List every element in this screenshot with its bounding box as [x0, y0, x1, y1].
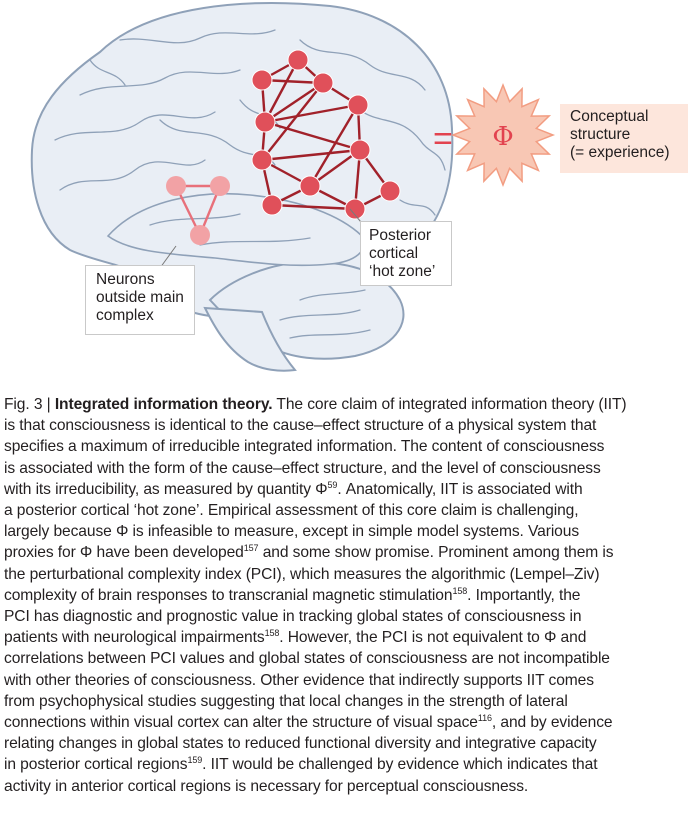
caption-text: PCI has diagnostic and prognostic value … — [4, 608, 582, 626]
caption-text: relating changes in global states to red… — [4, 735, 597, 753]
main-edge — [308, 104, 360, 187]
caption-line: connections within visual cortex can alt… — [4, 712, 692, 733]
caption-text: a posterior cortical ‘hot zone’. Empiric… — [4, 502, 579, 520]
main-node — [254, 111, 276, 133]
caption-text: in posterior cortical regions — [4, 756, 188, 774]
caption-line: the perturbational complexity index (PCI… — [4, 564, 692, 585]
main-node — [261, 194, 283, 216]
neurons-line-3: complex — [96, 307, 154, 324]
caption-text: and some show promise. Prominent among t… — [258, 544, 614, 562]
caption-text: from psychophysical studies suggesting t… — [4, 692, 568, 710]
caption-line: correlations between PCI values and glob… — [4, 648, 692, 669]
main-node — [344, 198, 366, 220]
caption-line: is that consciousness is identical to th… — [4, 415, 692, 436]
main-edge — [271, 203, 356, 211]
conceptual-structure-label: Conceptual structure (= experience) — [560, 104, 688, 173]
iit-figure: = Φ Conceptual structure (= experience) … — [0, 0, 693, 372]
caption-text: activity in anterior cortical regions is… — [4, 777, 529, 795]
brain-stem — [203, 306, 297, 372]
posterior-hot-zone-label: Posterior cortical ‘hot zone’ — [360, 221, 452, 286]
main-edge — [264, 82, 324, 123]
main-complex-network — [251, 49, 401, 220]
phi-symbol: Φ — [492, 122, 513, 152]
brain-gyri — [54, 29, 446, 339]
main-node — [347, 94, 369, 116]
posterior-line-3: ‘hot zone’ — [369, 263, 436, 280]
outside-node — [166, 176, 186, 196]
caption-text: connections within visual cortex can alt… — [4, 714, 478, 732]
caption-text: proxies for Φ have been developed — [4, 544, 244, 562]
caption-text: . Anatomically, IIT is associated with — [337, 480, 583, 498]
caption-line: with its irreducibility, as measured by … — [4, 479, 692, 500]
caption-body: is that consciousness is identical to th… — [4, 415, 692, 797]
caption-line: from psychophysical studies suggesting t… — [4, 691, 692, 712]
caption-text: the perturbational complexity index (PCI… — [4, 565, 600, 583]
neurons-pointer — [159, 245, 177, 269]
outside-node — [210, 176, 230, 196]
concept-line-2: structure — [570, 126, 631, 143]
equals-sign: = — [433, 120, 453, 158]
caption-text: with its irreducibility, as measured by … — [4, 480, 328, 498]
citation-ref: 158 — [452, 585, 468, 596]
phi-star-shape — [450, 82, 556, 188]
caption-text: patients with neurological impairments — [4, 629, 265, 647]
caption-text: . IIT would be challenged by evidence wh… — [202, 756, 598, 774]
main-node — [251, 149, 273, 171]
figure-canvas: = Φ — [30, 2, 556, 372]
caption-line: patients with neurological impairments15… — [4, 627, 692, 648]
caption-text: , and by evidence — [491, 714, 613, 732]
caption-line: PCI has diagnostic and prognostic value … — [4, 606, 692, 627]
caption-line: activity in anterior cortical regions is… — [4, 776, 692, 797]
citation-ref: 59 — [327, 479, 338, 490]
citation-ref: 157 — [243, 543, 259, 554]
figure-label: Fig. 3 | — [4, 396, 51, 413]
main-node — [287, 49, 309, 71]
main-node — [251, 69, 273, 91]
caption-line: specifies a maximum of irreducible integ… — [4, 436, 692, 457]
caption-text: is associated with the form of the cause… — [4, 459, 601, 477]
posterior-line-1: Posterior — [369, 227, 432, 244]
caption-text: largely because Φ is infeasible to measu… — [4, 523, 580, 541]
caption-line: relating changes in global states to red… — [4, 733, 692, 754]
caption-line: in posterior cortical regions159. IIT wo… — [4, 754, 692, 775]
caption-text: The core claim of integrated information… — [276, 396, 627, 413]
caption-text: correlations between PCI values and glob… — [4, 650, 610, 668]
concept-line-1: Conceptual — [570, 108, 649, 125]
main-edge — [263, 59, 300, 123]
caption-line: largely because Φ is infeasible to measu… — [4, 521, 692, 542]
caption-text: is that consciousness is identical to th… — [4, 417, 597, 435]
caption-line: is associated with the form of the cause… — [4, 458, 692, 479]
caption-title: Integrated information theory. — [54, 396, 273, 413]
figure-caption: Fig. 3 | Integrated information theory. … — [4, 394, 692, 797]
main-edge — [264, 103, 359, 124]
caption-line: with other theories of consciousness. Ot… — [4, 670, 692, 691]
outside-node — [190, 225, 210, 245]
main-node — [379, 180, 401, 202]
outside-network — [166, 176, 230, 245]
caption-line: complexity of brain responses to transcr… — [4, 585, 692, 606]
concept-line-3: (= experience) — [570, 144, 670, 161]
caption-line: proxies for Φ have been developed157 and… — [4, 542, 692, 563]
caption-line: a posterior cortical ‘hot zone’. Empiric… — [4, 500, 692, 521]
neurons-outside-label: Neurons outside main complex — [85, 265, 195, 335]
main-node — [299, 175, 321, 197]
main-edge — [261, 82, 324, 161]
citation-ref: 159 — [187, 755, 203, 766]
main-node — [349, 139, 371, 161]
caption-line: Fig. 3 | Integrated information theory. … — [4, 394, 692, 415]
caption-text: . However, the PCI is not equivalent to … — [279, 629, 587, 647]
brain-illustration — [30, 2, 454, 372]
caption-text: complexity of brain responses to transcr… — [4, 586, 453, 604]
caption-text: . Importantly, the — [467, 586, 581, 604]
neurons-line-1: Neurons — [96, 271, 155, 288]
main-edge — [261, 148, 361, 162]
main-edge — [264, 120, 361, 152]
neurons-line-2: outside main — [96, 289, 184, 306]
posterior-line-2: cortical — [369, 245, 419, 262]
caption-text: with other theories of consciousness. Ot… — [4, 671, 594, 689]
citation-ref: 116 — [477, 713, 492, 724]
citation-ref: 158 — [264, 628, 280, 639]
caption-text: specifies a maximum of irreducible integ… — [4, 438, 605, 456]
main-node — [312, 72, 334, 94]
